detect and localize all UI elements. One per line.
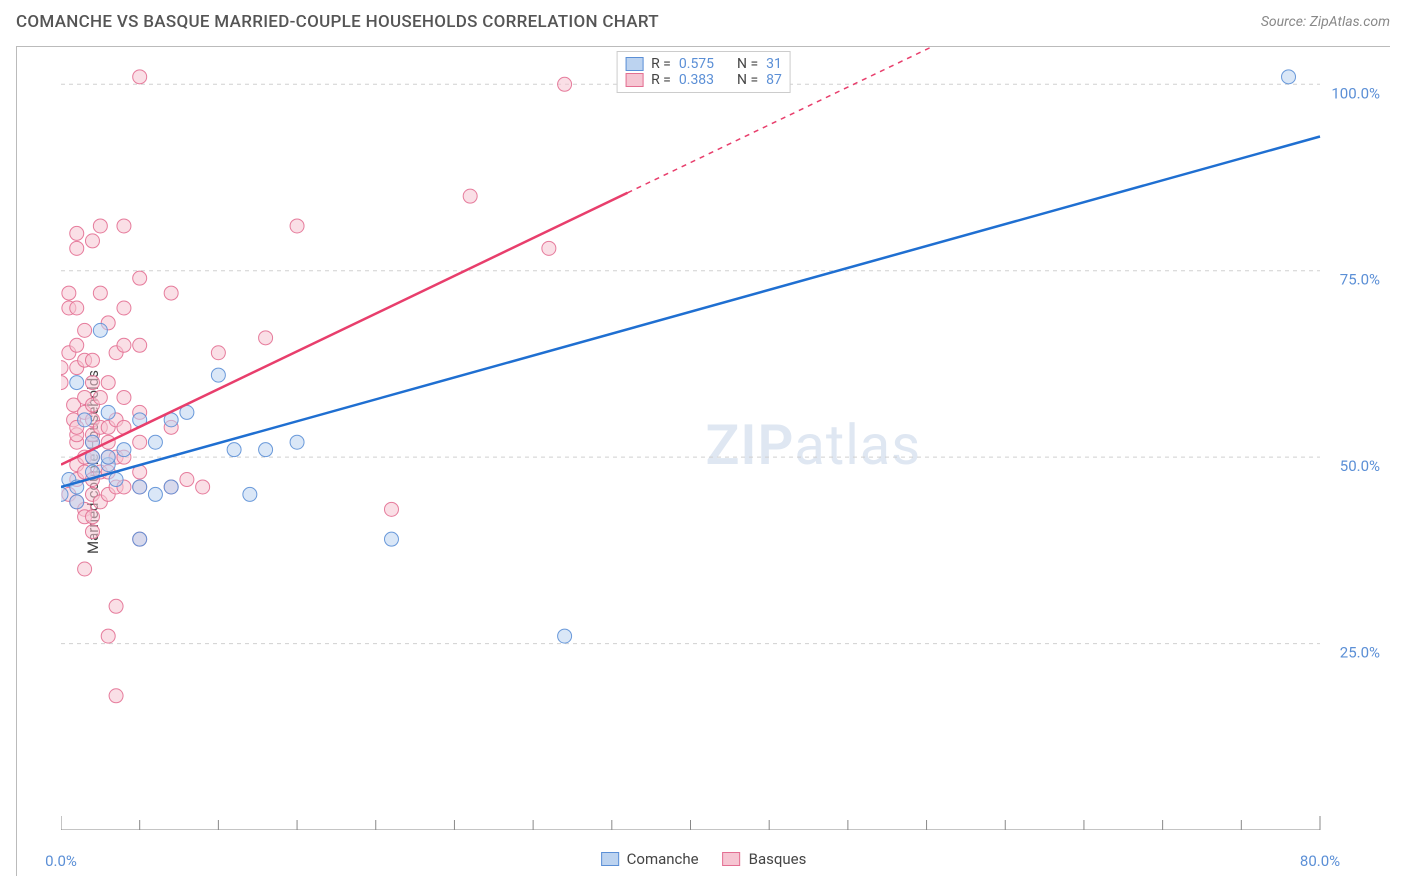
scatter-point <box>70 241 84 255</box>
legend-swatch <box>601 852 619 866</box>
scatter-point <box>1282 70 1296 84</box>
correlation-legend: R = 0.575 N = 31 R = 0.383 N = 87 <box>616 51 791 93</box>
scatter-point <box>259 443 273 457</box>
scatter-point <box>290 219 304 233</box>
scatter-point <box>133 435 147 449</box>
scatter-point <box>93 219 107 233</box>
scatter-point <box>78 323 92 337</box>
x-tick-label: 0.0% <box>45 852 77 870</box>
scatter-point <box>290 435 304 449</box>
scatter-point <box>61 361 68 375</box>
scatter-point <box>384 532 398 546</box>
scatter-point <box>93 286 107 300</box>
chart-title: COMANCHE VS BASQUE MARRIED-COUPLE HOUSEH… <box>16 12 659 32</box>
scatter-point <box>101 376 115 390</box>
scatter-point <box>85 353 99 367</box>
scatter-point <box>164 480 178 494</box>
scatter-point <box>117 443 131 457</box>
scatter-point <box>109 599 123 613</box>
scatter-point <box>109 473 123 487</box>
chart-area: Married-couple Households ZIPatlas 25.0%… <box>16 46 1390 876</box>
legend-correlation-row: R = 0.575 N = 31 <box>625 56 782 72</box>
legend-correlation-row: R = 0.383 N = 87 <box>625 72 782 88</box>
scatter-point <box>133 70 147 84</box>
scatter-point <box>78 413 92 427</box>
scatter-point <box>133 338 147 352</box>
scatter-point <box>101 405 115 419</box>
legend-series-label: Basques <box>749 850 807 868</box>
scatter-point <box>148 435 162 449</box>
y-tick-label: 100.0% <box>1331 84 1380 102</box>
legend-swatch <box>625 73 643 87</box>
scatter-point <box>61 376 68 390</box>
scatter-point <box>85 525 99 539</box>
series-legend: Comanche Basques <box>601 850 807 876</box>
scatter-point <box>109 689 123 703</box>
legend-n-label: N = <box>737 72 758 88</box>
scatter-point <box>558 629 572 643</box>
scatter-point <box>211 346 225 360</box>
scatter-point <box>62 286 76 300</box>
scatter-point <box>463 189 477 203</box>
scatter-point <box>133 532 147 546</box>
scatter-point <box>70 376 84 390</box>
scatter-point <box>117 301 131 315</box>
scatter-point <box>542 241 556 255</box>
legend-series-label: Comanche <box>627 850 699 868</box>
chart-source: Source: ZipAtlas.com <box>1261 14 1390 30</box>
legend-swatch <box>723 852 741 866</box>
legend-r-label: R = <box>651 72 671 88</box>
legend-n-label: N = <box>737 56 758 72</box>
scatter-point <box>70 226 84 240</box>
scatter-point <box>133 271 147 285</box>
scatter-point <box>78 562 92 576</box>
scatter-point <box>259 331 273 345</box>
scatter-point <box>85 510 99 524</box>
scatter-point <box>85 376 99 390</box>
scatter-point <box>85 234 99 248</box>
scatter-point <box>117 338 131 352</box>
x-tick-label: 80.0% <box>1300 852 1340 870</box>
scatter-point <box>70 301 84 315</box>
scatter-point <box>70 495 84 509</box>
scatter-point <box>117 390 131 404</box>
trend-line <box>61 136 1320 486</box>
y-tick-label: 25.0% <box>1340 644 1380 662</box>
scatter-point <box>211 368 225 382</box>
scatter-point <box>196 480 210 494</box>
scatter-point <box>148 487 162 501</box>
scatter-plot: 25.0% 50.0% 75.0% 100.0% <box>61 47 1390 830</box>
legend-n-value: 31 <box>766 56 782 72</box>
scatter-point <box>70 338 84 352</box>
scatter-point <box>133 480 147 494</box>
scatter-point <box>558 77 572 91</box>
legend-series-item: Basques <box>723 850 807 868</box>
scatter-point <box>164 286 178 300</box>
scatter-point <box>243 487 257 501</box>
legend-r-value: 0.383 <box>679 72 714 88</box>
y-tick-label: 75.0% <box>1340 271 1380 289</box>
scatter-point <box>101 629 115 643</box>
y-tick-label: 50.0% <box>1340 457 1380 475</box>
legend-n-value: 87 <box>766 72 782 88</box>
legend-r-label: R = <box>651 56 671 72</box>
scatter-point <box>384 502 398 516</box>
legend-swatch <box>625 57 643 71</box>
trend-line <box>61 193 628 465</box>
legend-series-item: Comanche <box>601 850 699 868</box>
legend-r-value: 0.575 <box>679 56 714 72</box>
scatter-point <box>101 450 115 464</box>
scatter-point <box>180 473 194 487</box>
scatter-point <box>93 323 107 337</box>
scatter-point <box>227 443 241 457</box>
scatter-point <box>117 219 131 233</box>
scatter-point <box>93 390 107 404</box>
